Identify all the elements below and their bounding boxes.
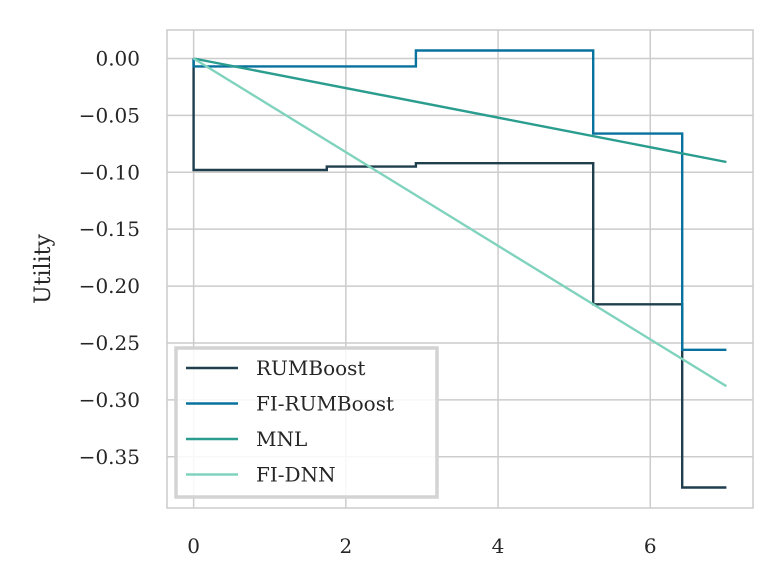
x-axis: 0 2 4 6 (187, 534, 656, 558)
y-axis-label: Utility (31, 234, 56, 304)
x-tick-label: 6 (644, 534, 657, 558)
y-tick-label: −0.10 (79, 160, 140, 184)
legend-label: MNL (256, 427, 307, 451)
legend-item[interactable]: FI-RUMBoost (186, 392, 394, 416)
y-axis: 0.00 −0.05 −0.10 −0.15 −0.20 −0.25 −0.30 −0.35 (79, 46, 140, 468)
legend[interactable]: RUMBoost FI-RUMBoost MNL FI-DNN (174, 346, 439, 499)
y-tick-label: −0.30 (79, 388, 140, 412)
y-tick-label: −0.05 (79, 103, 140, 127)
y-tick-label: −0.25 (79, 331, 140, 355)
y-tick-label: 0.00 (95, 46, 140, 70)
legend-label: RUMBoost (256, 356, 365, 380)
y-tick-label: −0.15 (79, 217, 140, 241)
x-tick-label: 0 (187, 534, 200, 558)
series-line-fi-dnn (192, 57, 728, 388)
y-tick-label: −0.20 (79, 274, 140, 298)
series-line-rumboost (192, 58, 727, 489)
series-line-fi-rumboost (192, 49, 727, 351)
x-tick-label: 4 (492, 534, 505, 558)
y-tick-label: −0.35 (79, 445, 140, 469)
x-tick-label: 2 (339, 534, 352, 558)
legend-label: FI-RUMBoost (256, 392, 394, 416)
legend-label: FI-DNN (256, 463, 336, 487)
legend-item[interactable]: FI-DNN (186, 463, 336, 487)
grid (167, 30, 753, 508)
legend-box (174, 346, 439, 499)
plot-frame (166, 29, 754, 509)
legend-item[interactable]: RUMBoost (186, 356, 365, 380)
series-line-mnl (193, 57, 727, 164)
series-layer (192, 49, 728, 489)
legend-item[interactable]: MNL (186, 427, 307, 451)
